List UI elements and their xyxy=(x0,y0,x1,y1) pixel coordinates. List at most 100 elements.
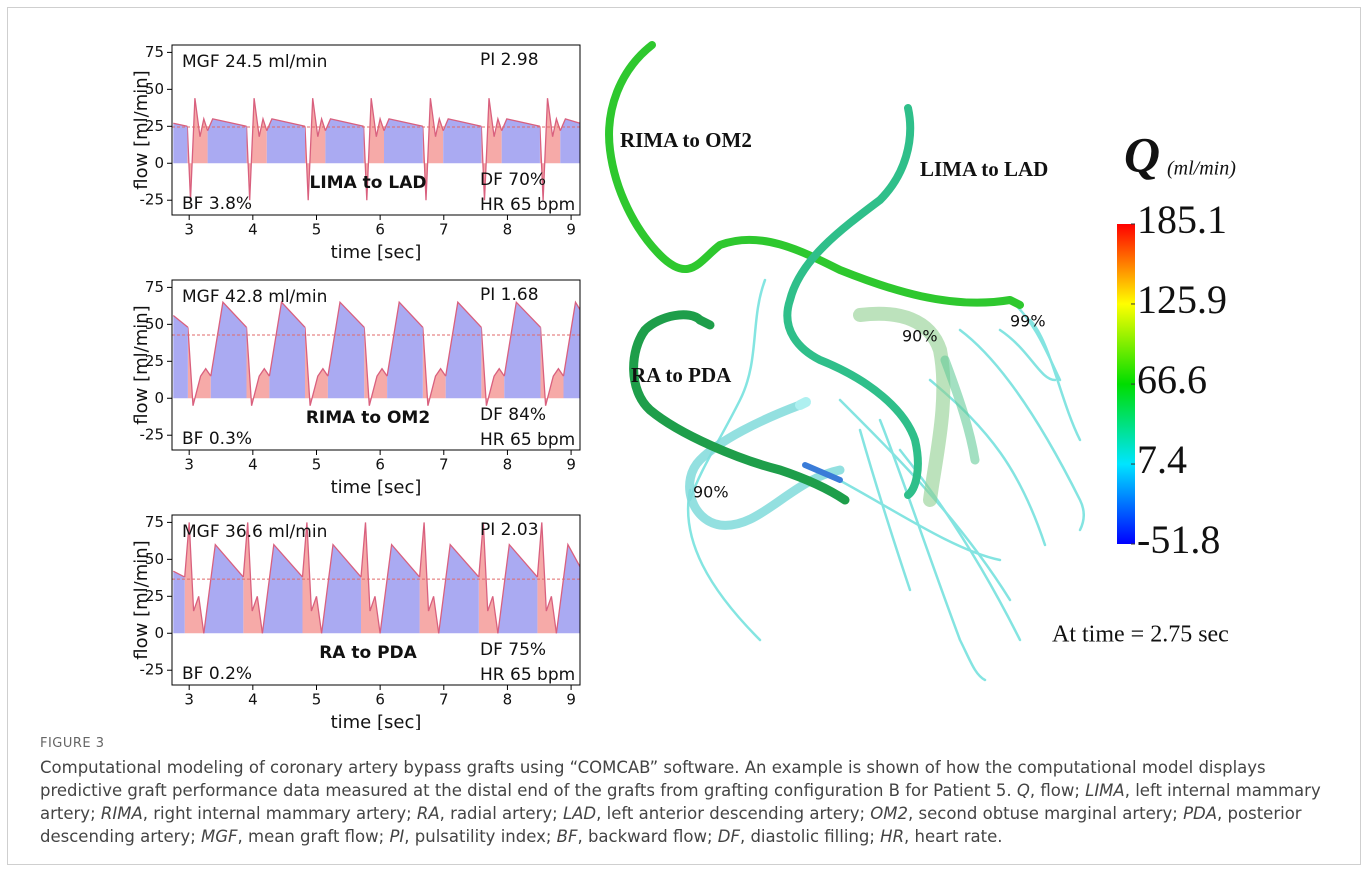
y-axis-label: flow [ml/min] xyxy=(131,305,152,424)
pi-annotation: PI 1.68 xyxy=(480,285,539,305)
caption-text: , second obtuse marginal artery; xyxy=(908,804,1183,823)
caption-text: HR xyxy=(880,827,904,846)
chart-title: RIMA to OM2 xyxy=(306,408,430,428)
y-tick-label: 0 xyxy=(154,154,164,172)
bf-annotation: BF 0.2% xyxy=(182,664,252,684)
x-tick-label: 8 xyxy=(503,456,513,474)
caption-text: PI xyxy=(389,827,404,846)
y-tick-label: -25 xyxy=(140,426,165,444)
stenosis-label: 99% xyxy=(1010,312,1046,331)
flow-area xyxy=(173,571,184,633)
native-artery xyxy=(945,360,975,460)
caption-text: DF xyxy=(718,827,740,846)
hr-annotation: HR 65 bpm xyxy=(480,430,575,450)
bf-annotation: BF 3.8% xyxy=(182,194,252,214)
x-tick-label: 5 xyxy=(312,221,322,239)
colorbar-tick-label: 185.1 xyxy=(1137,197,1227,242)
graft-ra-pda xyxy=(634,315,845,500)
x-tick-label: 5 xyxy=(312,691,322,709)
x-tick-label: 9 xyxy=(566,691,576,709)
hr-annotation: HR 65 bpm xyxy=(480,665,575,685)
caption-text: LAD xyxy=(563,804,596,823)
native-vessels xyxy=(688,280,1084,680)
x-tick-label: 4 xyxy=(248,456,258,474)
y-tick-label: 75 xyxy=(145,513,164,531)
x-tick-label: 4 xyxy=(248,221,258,239)
colorbar-tick-label: 7.4 xyxy=(1137,437,1187,482)
colorbar-tick-label: 66.6 xyxy=(1137,357,1207,402)
y-tick-label: 0 xyxy=(154,389,164,407)
caption-text: LIMA xyxy=(1085,781,1125,800)
figure-caption: Computational modeling of coronary arter… xyxy=(40,756,1340,848)
x-tick-label: 7 xyxy=(439,221,449,239)
x-tick-label: 7 xyxy=(439,456,449,474)
x-tick-label: 6 xyxy=(375,691,385,709)
y-tick-label: 75 xyxy=(145,43,164,61)
x-tick-label: 9 xyxy=(566,221,576,239)
page: RIMA to OM2 LIMA to LAD RA to PDA 99% 90… xyxy=(0,0,1370,874)
caption-text: , right internal mammary artery; xyxy=(143,804,417,823)
hr-annotation: HR 65 bpm xyxy=(480,195,575,215)
mgf-annotation: MGF 36.6 ml/min xyxy=(182,522,327,542)
caption-text: , mean graft flow; xyxy=(238,827,390,846)
x-tick-label: 8 xyxy=(503,691,513,709)
caption-text: , left anterior descending artery; xyxy=(596,804,870,823)
caption-text: OM2 xyxy=(870,804,908,823)
y-tick-label: 0 xyxy=(154,624,164,642)
x-tick-label: 8 xyxy=(503,221,513,239)
graft-end xyxy=(700,320,710,325)
stenosis-label: 90% xyxy=(902,327,938,346)
colorbar-tick-label: 125.9 xyxy=(1137,277,1227,322)
chart-title: RA to PDA xyxy=(319,643,417,663)
x-tick-label: 6 xyxy=(375,221,385,239)
x-axis-label: time [sec] xyxy=(331,712,422,730)
flow-area xyxy=(560,119,580,163)
bf-annotation: BF 0.3% xyxy=(182,429,252,449)
y-tick-label: 75 xyxy=(145,278,164,296)
graft-lima-lad xyxy=(787,108,918,495)
caption-text: , flow; xyxy=(1030,781,1085,800)
caption-text: , heart rate. xyxy=(904,827,1002,846)
graft-label: LIMA to LAD xyxy=(920,157,1048,181)
caption-text: , backward flow; xyxy=(577,827,717,846)
figure-label: FIGURE 3 xyxy=(40,736,105,751)
pi-annotation: PI 2.98 xyxy=(480,50,539,70)
x-tick-label: 9 xyxy=(566,456,576,474)
flow-area xyxy=(173,316,188,399)
df-annotation: DF 70% xyxy=(480,170,546,190)
vessel xyxy=(1000,330,1055,380)
caption-text: , pulsatility index; xyxy=(404,827,556,846)
y-tick-label: -25 xyxy=(140,661,165,679)
mgf-annotation: MGF 24.5 ml/min xyxy=(182,52,327,72)
x-axis-label: time [sec] xyxy=(331,477,422,498)
graft-label: RA to PDA xyxy=(631,363,732,387)
caption-text: RIMA xyxy=(101,804,143,823)
df-annotation: DF 75% xyxy=(480,640,546,660)
x-tick-label: 4 xyxy=(248,691,258,709)
x-tick-label: 3 xyxy=(184,691,194,709)
chart-title: LIMA to LAD xyxy=(310,173,427,193)
x-tick-label: 5 xyxy=(312,456,322,474)
colorbar-unit: (ml/min) xyxy=(1167,158,1236,180)
graft-label: RIMA to OM2 xyxy=(620,128,752,152)
y-axis-label: flow [ml/min] xyxy=(131,70,152,189)
vessel xyxy=(960,330,1084,530)
x-tick-label: 7 xyxy=(439,691,449,709)
x-tick-label: 6 xyxy=(375,456,385,474)
df-annotation: DF 84% xyxy=(480,405,546,425)
vessel-end xyxy=(800,402,806,405)
time-label: At time = 2.75 sec xyxy=(1052,622,1229,648)
caption-text: Q xyxy=(1017,781,1030,800)
colorbar-title: Q xyxy=(1124,126,1160,182)
colorbar-tick-label: -51.8 xyxy=(1137,517,1220,562)
y-axis-label: flow [ml/min] xyxy=(131,540,152,659)
x-tick-label: 3 xyxy=(184,221,194,239)
mgf-annotation: MGF 42.8 ml/min xyxy=(182,287,327,307)
caption-text: BF xyxy=(557,827,578,846)
caption-text: , radial artery; xyxy=(440,804,563,823)
flow-area xyxy=(173,123,187,163)
caption-text: PDA xyxy=(1183,804,1217,823)
caption-text: RA xyxy=(417,804,440,823)
x-tick-label: 3 xyxy=(184,456,194,474)
figure: RIMA to OM2 LIMA to LAD RA to PDA 99% 90… xyxy=(0,0,1370,730)
